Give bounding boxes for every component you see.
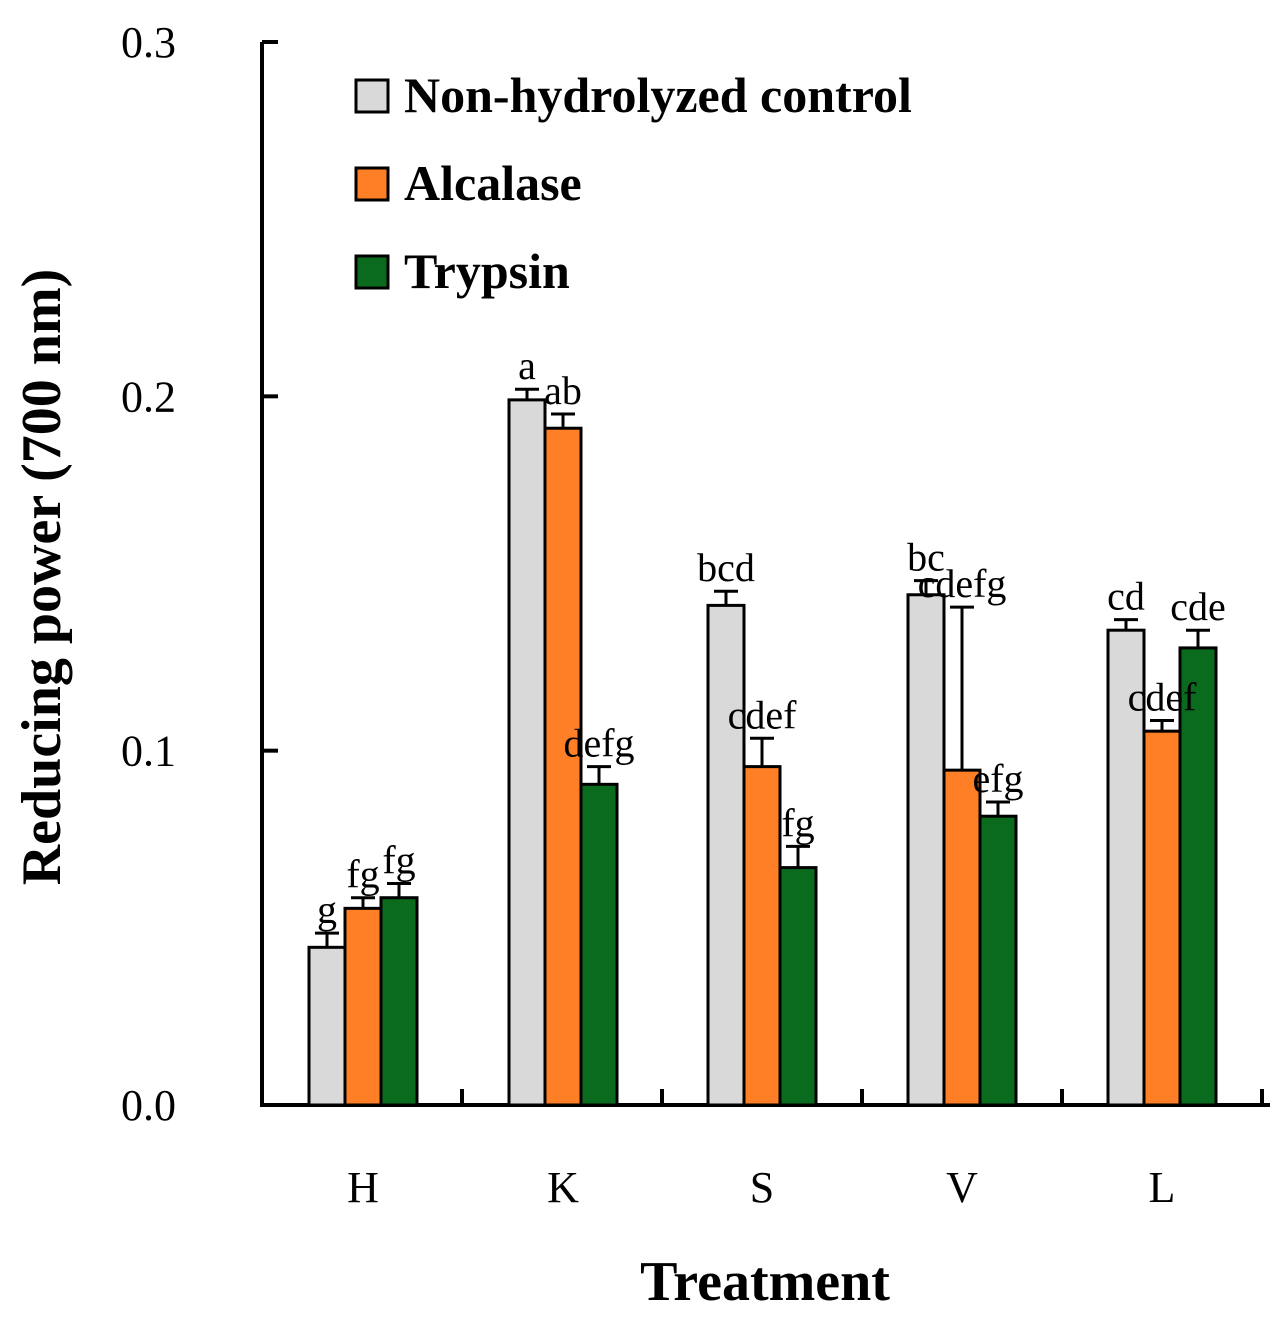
legend-label: Alcalase xyxy=(404,155,582,211)
x-tick-label: H xyxy=(347,1163,379,1212)
significance-label: cd xyxy=(1107,574,1145,619)
y-tick-label: 0.1 xyxy=(121,727,176,776)
significance-label: fg xyxy=(781,800,814,845)
axes: 0.0 0.1 0.2 0.3 H K S V L xyxy=(121,18,1270,1212)
significance-label: cde xyxy=(1170,584,1226,629)
bar xyxy=(942,768,982,1107)
bar xyxy=(778,866,818,1107)
significance-label: ab xyxy=(544,368,582,413)
bar xyxy=(978,814,1018,1107)
significance-label: cdefg xyxy=(918,561,1007,606)
legend-label: Trypsin xyxy=(404,243,570,299)
y-axis-title: Reducing power (700 nm) xyxy=(11,269,73,886)
significance-label: g xyxy=(317,887,337,932)
x-tick-label: S xyxy=(750,1163,774,1212)
legend: Non-hydrolyzed control Alcalase Trypsin xyxy=(354,67,912,299)
bar xyxy=(906,593,946,1107)
bars-layer xyxy=(307,398,1218,1107)
x-tick-label: V xyxy=(946,1163,978,1212)
error-bars-layer xyxy=(315,387,1210,948)
legend-swatch xyxy=(354,254,390,290)
significance-label: efg xyxy=(972,756,1023,801)
bar xyxy=(1106,628,1146,1107)
significance-label: fg xyxy=(382,838,415,883)
significance-label: bc xyxy=(907,535,945,580)
legend-swatch xyxy=(354,166,390,202)
y-tick-label: 0.2 xyxy=(121,372,176,421)
bar xyxy=(543,426,583,1107)
bar xyxy=(507,398,547,1107)
legend-label: Non-hydrolyzed control xyxy=(404,67,912,123)
y-tick-label: 0.3 xyxy=(121,18,176,67)
bar xyxy=(1142,729,1182,1107)
x-tick-label: K xyxy=(547,1163,579,1212)
significance-label: fg xyxy=(346,852,379,897)
bar xyxy=(307,945,347,1107)
significance-label: defg xyxy=(563,721,634,766)
bar xyxy=(579,782,619,1107)
bar xyxy=(706,603,746,1107)
significance-label: cdef xyxy=(1128,675,1198,720)
x-axis-title: Treatment xyxy=(640,1251,890,1313)
bar xyxy=(1178,646,1218,1107)
x-tick-label: L xyxy=(1149,1163,1176,1212)
significance-label: cdef xyxy=(728,692,798,737)
bar xyxy=(742,765,782,1107)
y-tick-label: 0.0 xyxy=(121,1081,176,1130)
significance-label: bcd xyxy=(697,545,755,590)
significance-labels-layer: g a bcd bc cd fg ab cdef cdefg cdef fg defg fg efg cde xyxy=(317,343,1226,932)
bar xyxy=(343,906,383,1107)
legend-swatch xyxy=(354,78,390,114)
significance-label: a xyxy=(518,343,536,388)
bar xyxy=(379,896,419,1107)
